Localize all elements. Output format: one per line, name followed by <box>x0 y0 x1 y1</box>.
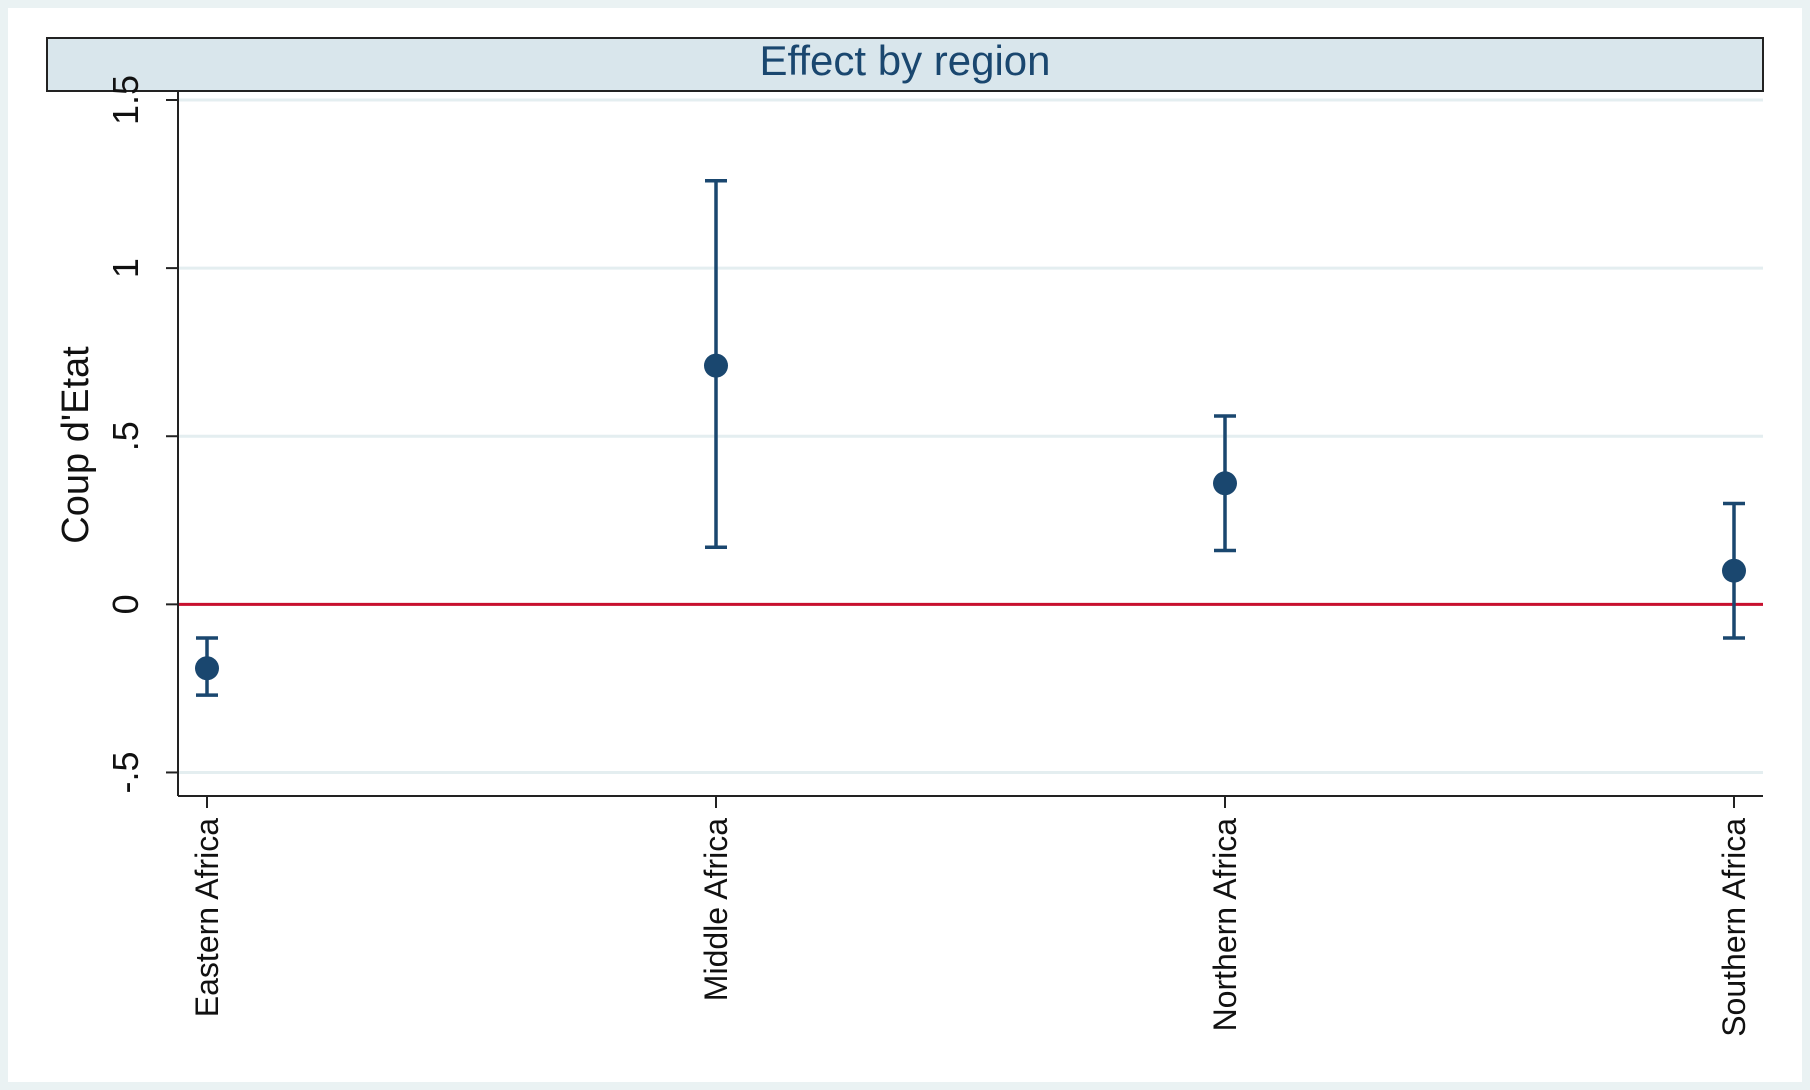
point-estimate-marker <box>1722 558 1746 583</box>
x-tick-label: Northern Africa <box>1207 818 1243 1032</box>
point-markers <box>195 353 1746 681</box>
y-tick-label: 1.5 <box>105 75 146 125</box>
y-axis-title: Coup d'Etat <box>55 346 97 544</box>
point-estimate-marker <box>195 656 219 681</box>
point-estimate-marker <box>704 353 728 378</box>
chart-title: Effect by region <box>759 37 1050 84</box>
y-tick-label: -.5 <box>105 751 146 793</box>
x-tick-label: Southern Africa <box>1716 818 1752 1037</box>
y-axis: -.5 0 .5 1 1.5 <box>105 75 179 796</box>
x-axis: Eastern Africa Middle Africa Northern Afri… <box>178 795 1763 1037</box>
point-estimate-marker <box>1213 471 1237 496</box>
figure-panel <box>8 8 1802 1082</box>
y-tick-label: 0 <box>105 594 146 614</box>
y-tick-label: 1 <box>105 258 146 278</box>
y-tick-label: .5 <box>105 421 146 451</box>
x-tick-label: Middle Africa <box>698 818 734 1001</box>
title-band <box>46 37 1764 92</box>
x-tick-label: Eastern Africa <box>189 818 225 1017</box>
